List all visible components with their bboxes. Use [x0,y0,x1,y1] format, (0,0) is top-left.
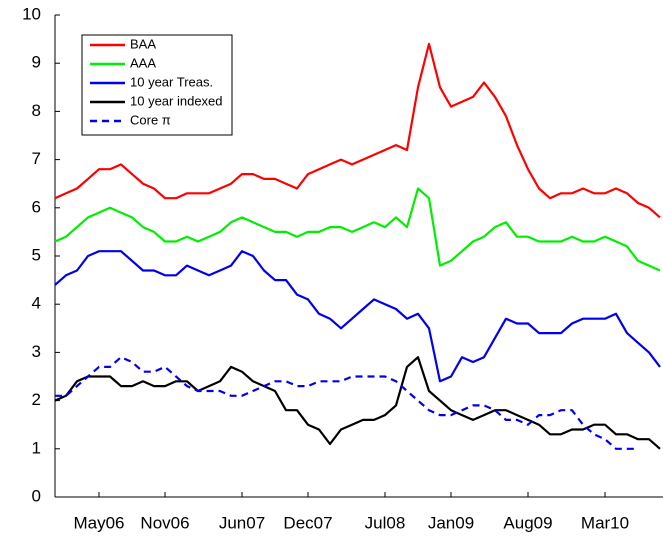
legend-label: Core π [130,112,171,127]
legend-label: BAA [130,36,156,51]
y-tick-label: 5 [32,245,41,264]
series-line [54,250,661,383]
x-tick-label: Dec07 [283,513,332,532]
y-tick-label: 6 [32,197,41,216]
legend-box [81,34,233,136]
series-line [55,356,638,450]
y-tick-label: 4 [32,294,41,313]
x-tick-label: Jan09 [428,513,474,532]
legend-label: 10 year indexed [130,93,223,108]
y-tick-label: 3 [32,342,41,361]
y-tick-label: 1 [32,438,41,457]
legend-label: AAA [130,55,156,70]
x-tick-label: Mar10 [581,513,629,532]
y-tick-label: 0 [32,486,41,505]
legend-label: 10 year Treas. [130,74,213,89]
x-tick-label: Nov06 [140,513,189,532]
y-tick-label: 9 [32,53,41,72]
series-line [54,187,661,272]
y-tick-label: 8 [32,101,41,120]
x-tick-label: Aug09 [503,513,552,532]
legend: BAA AAA 10 year Treas. 10 year indexed Core … [81,34,233,136]
x-tick-label: Jun07 [219,513,265,532]
x-tick-label: May06 [73,513,124,532]
y-tick-label: 7 [32,149,41,168]
x-tick-label: Jul08 [365,513,406,532]
series-line [54,42,661,219]
series-line [54,356,661,450]
y-tick-label: 2 [32,390,41,409]
y-tick-label: 10 [22,4,41,23]
